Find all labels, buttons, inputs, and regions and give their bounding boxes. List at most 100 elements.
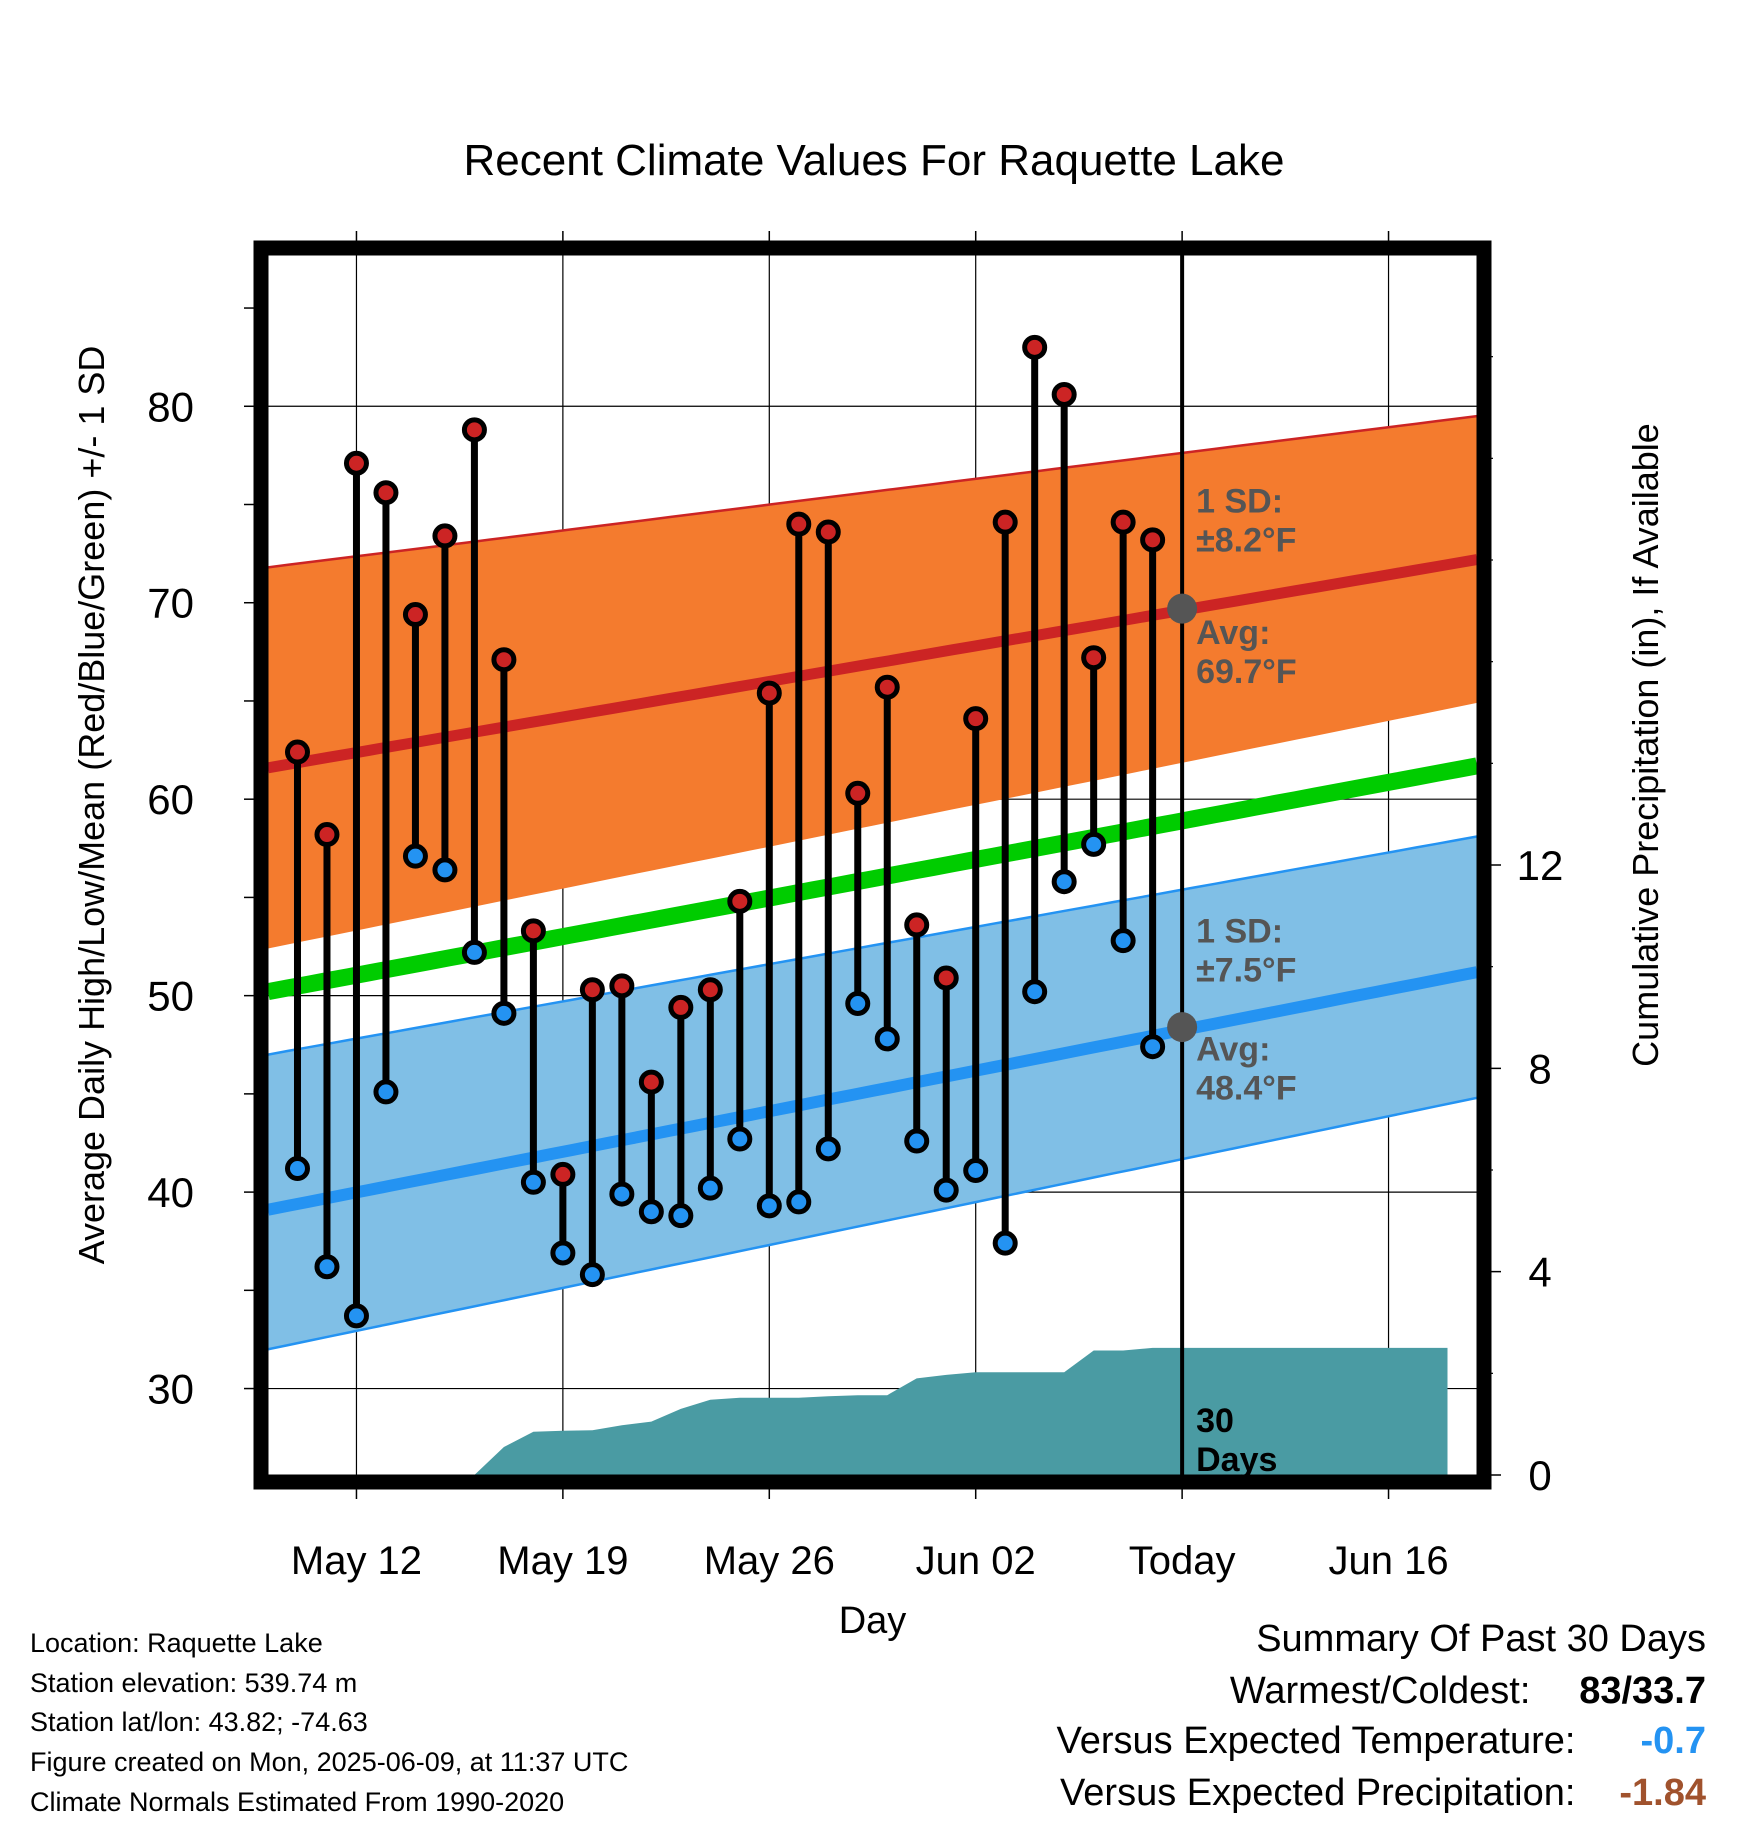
info-created: Figure created on Mon, 2025-06-09, at 11… <box>30 1747 629 1777</box>
chart-title: Recent Climate Values For Raquette Lake <box>464 136 1285 185</box>
daily-low-point <box>1140 1034 1166 1060</box>
y2-tick-label: 8 <box>1528 1045 1551 1092</box>
daily-low-point <box>550 1240 576 1266</box>
x-tick-label: May 26 <box>704 1539 835 1583</box>
x-tick-label: May 12 <box>291 1539 422 1583</box>
daily-high-point <box>904 912 930 938</box>
high-sd-band <box>268 416 1477 949</box>
daily-low-point <box>786 1189 812 1215</box>
y-tick-label: 70 <box>147 580 194 627</box>
daily-low-point <box>874 1026 900 1052</box>
x-axis-label: Day <box>839 1600 907 1642</box>
daily-high-point <box>284 739 310 765</box>
daily-low-point <box>845 991 871 1017</box>
summary-title: Summary Of Past 30 Days <box>1256 1618 1706 1660</box>
y-axis-label: Average Daily High/Low/Mean (Red/Blue/Gr… <box>71 346 112 1265</box>
annotation-label: 1 SD: <box>1196 913 1283 951</box>
summary-temp-label: Versus Expected Temperature: <box>1056 1720 1576 1762</box>
daily-low-point <box>402 843 428 869</box>
low-sd-lower-edge <box>268 1096 1477 1351</box>
info-latlon: Station lat/lon: 43.82; -74.63 <box>30 1707 368 1737</box>
y-tick-label: 80 <box>147 383 194 430</box>
daily-high-point <box>1022 334 1048 360</box>
daily-high-point <box>1140 527 1166 553</box>
daily-high-point <box>343 450 369 476</box>
daily-high-point <box>845 780 871 806</box>
daily-high-point <box>579 977 605 1003</box>
y2-tick-label: 4 <box>1528 1249 1551 1296</box>
daily-high-point <box>638 1069 664 1095</box>
y-tick-label: 50 <box>147 973 194 1020</box>
daily-low-point <box>1110 928 1136 954</box>
daily-high-point <box>727 888 753 914</box>
daily-high-point <box>491 647 517 673</box>
x-tick-label: Jun 16 <box>1328 1539 1448 1583</box>
summary-temp-row: Versus Expected Temperature: -0.7 <box>1057 1720 1706 1763</box>
daily-low-point <box>668 1203 694 1229</box>
daily-low-point <box>373 1079 399 1105</box>
daily-low-point <box>992 1230 1018 1256</box>
daily-low-point <box>1022 979 1048 1005</box>
precipitation-area <box>474 1347 1448 1475</box>
annotation-value: ±8.2°F <box>1196 521 1296 559</box>
info-elevation: Station elevation: 539.74 m <box>30 1668 358 1698</box>
summary-warmest-row: Warmest/Coldest: 83/33.7 <box>1230 1670 1706 1713</box>
daily-high-point <box>933 965 959 991</box>
daily-high-point <box>314 822 340 848</box>
daily-low-point <box>343 1303 369 1329</box>
annotation-label: Avg: <box>1196 614 1270 652</box>
daily-low-point <box>727 1126 753 1152</box>
daily-high-point <box>1051 381 1077 407</box>
daily-low-point <box>904 1128 930 1154</box>
y2-tick-label: 0 <box>1528 1452 1551 1499</box>
annotation-label: 1 SD: <box>1196 482 1283 520</box>
daily-low-point <box>491 1000 517 1026</box>
daily-low-point <box>697 1175 723 1201</box>
summary-precip-row: Versus Expected Precipitation: -1.84 <box>1060 1772 1706 1815</box>
summary-precip-value: -1.84 <box>1619 1772 1706 1814</box>
info-normals: Climate Normals Estimated From 1990-2020 <box>30 1787 565 1817</box>
daily-low-point <box>461 939 487 965</box>
daily-low-point <box>579 1262 605 1288</box>
daily-high-point <box>1110 509 1136 535</box>
x-tick-label: Jun 02 <box>916 1539 1036 1583</box>
daily-high-point <box>815 519 841 545</box>
high-average-line <box>268 554 1477 774</box>
annotation-value: ±7.5°F <box>1196 952 1296 990</box>
daily-high-point <box>609 973 635 999</box>
high-sd-upper-edge <box>268 414 1477 569</box>
annotation-value: 69.7°F <box>1196 653 1297 691</box>
daily-low-point <box>432 857 458 883</box>
daily-low-point <box>933 1177 959 1203</box>
x-tick-label: May 19 <box>497 1539 628 1583</box>
daily-low-point <box>963 1157 989 1183</box>
today-normal-marker <box>1167 1012 1198 1043</box>
daily-high-point <box>432 523 458 549</box>
annotation-label: Avg: <box>1196 1030 1270 1068</box>
daily-high-point <box>402 602 428 628</box>
daily-low-point <box>284 1156 310 1182</box>
daily-high-point <box>992 509 1018 535</box>
daily-low-point <box>314 1254 340 1280</box>
y-tick-label: 60 <box>147 776 194 823</box>
daily-high-point <box>1081 645 1107 671</box>
daily-high-point <box>874 674 900 700</box>
annotation-value: 48.4°F <box>1196 1069 1297 1107</box>
y-tick-label: 40 <box>147 1169 194 1216</box>
y2-tick-label: 12 <box>1517 842 1564 889</box>
daily-high-point <box>461 417 487 443</box>
x-tick-label: Today <box>1129 1539 1236 1583</box>
summary-warmest-label: Warmest/Coldest: <box>1229 1670 1531 1712</box>
daily-low-point <box>1081 831 1107 857</box>
data-layer <box>268 334 1477 1475</box>
daily-low-point <box>815 1136 841 1162</box>
summary-warmest-value: 83/33.7 <box>1579 1670 1706 1712</box>
daily-high-point <box>520 918 546 944</box>
daily-low-point <box>1051 869 1077 895</box>
daily-low-point <box>638 1199 664 1225</box>
daily-high-point <box>756 680 782 706</box>
daily-low-point <box>756 1193 782 1219</box>
